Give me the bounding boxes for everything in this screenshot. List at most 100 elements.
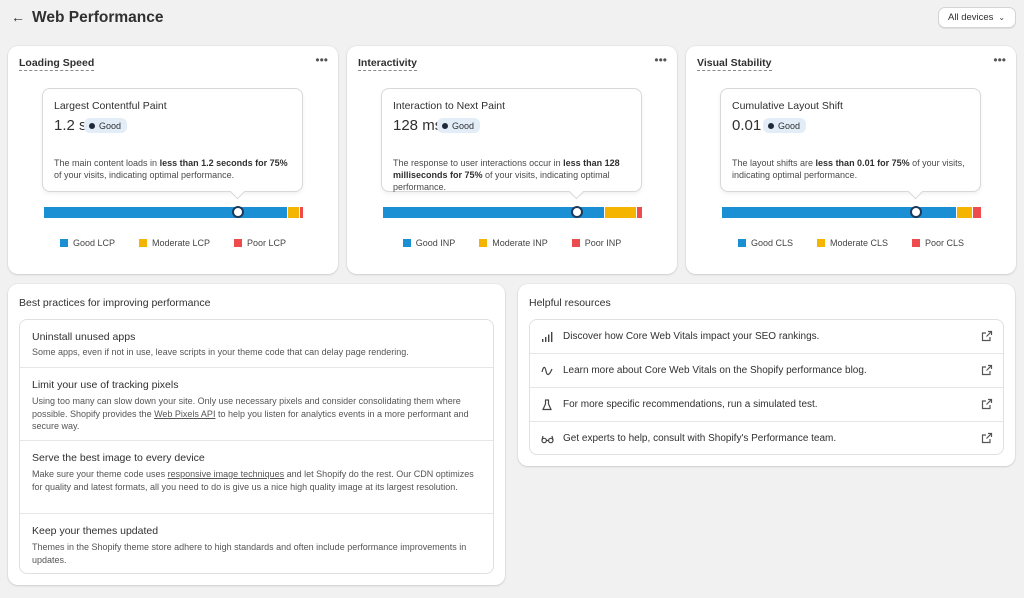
status-badge-label: Good	[99, 120, 122, 131]
responsive-image-link[interactable]: responsive image techniques	[167, 469, 285, 479]
bar-segment-good	[383, 207, 604, 218]
metric-value: 128 ms	[393, 117, 443, 134]
desc-text: The response to user interactions occur …	[393, 158, 564, 168]
resource-text-pre: Get experts to help,	[563, 433, 654, 444]
legend-label: Good CLS	[750, 238, 793, 248]
practice-item: Keep your themes updated Themes in the S…	[20, 514, 493, 573]
legend-label: Moderate LCP	[151, 238, 211, 248]
more-options-icon[interactable]: •••	[315, 53, 328, 67]
practice-desc: Make sure your theme code uses responsiv…	[32, 468, 478, 493]
legend-label: Poor LCP	[247, 238, 287, 248]
bar-segment-gap	[287, 207, 289, 218]
legend-label: Poor CLS	[925, 238, 965, 248]
device-selector-label: All devices	[948, 12, 994, 23]
flask-icon	[540, 398, 554, 412]
legend-swatch	[737, 239, 746, 247]
legend-swatch	[59, 239, 68, 247]
practice-title: Uninstall unused apps	[32, 331, 136, 343]
metric-description: The layout shifts are less than 0.01 for…	[732, 157, 972, 181]
status-dot-icon	[442, 122, 448, 129]
legend-swatch	[479, 239, 488, 247]
web-pixels-api-link[interactable]: Web Pixels API	[154, 408, 216, 419]
legend-label: Good LCP	[72, 238, 115, 248]
practice-item: Serve the best image to every device Mak…	[20, 441, 493, 514]
helpful-resources-card: Helpful resources Discover how Core Web …	[518, 284, 1015, 466]
bar-segment-gap	[972, 207, 974, 218]
resource-text-pre: Learn more about	[563, 365, 645, 376]
metric-description: The response to user interactions occur …	[393, 157, 633, 193]
desc-text: The main content loads in	[54, 158, 160, 168]
legend-swatch	[402, 239, 411, 247]
metric-tooltip: Cumulative Layout Shift 0.01 Good The la…	[720, 88, 981, 192]
distribution-bar	[383, 206, 642, 218]
bar-segment-gap	[955, 207, 957, 218]
bar-segment-gap	[603, 207, 605, 218]
practice-item: Uninstall unused apps Some apps, even if…	[20, 320, 493, 368]
glasses-icon	[540, 432, 554, 446]
resource-text-strong: Core Web Vitals impact your SEO rankings…	[625, 331, 820, 342]
page-title: Web Performance	[32, 9, 164, 26]
legend-good: Good INP	[402, 238, 455, 248]
metric-card-title[interactable]: Interactivity	[358, 57, 417, 71]
external-link-icon[interactable]	[981, 398, 995, 412]
external-link-icon[interactable]	[981, 330, 995, 344]
more-options-icon[interactable]: •••	[993, 53, 1006, 67]
legend-swatch	[571, 239, 580, 247]
bar-segment-moderate	[288, 207, 300, 218]
legend-swatch	[816, 239, 825, 247]
more-options-icon[interactable]: •••	[654, 53, 667, 67]
metric-card-visual-stability: Visual Stability ••• Cumulative Layout S…	[686, 46, 1016, 274]
metric-card-title[interactable]: Visual Stability	[697, 57, 772, 71]
legend-poor: Poor INP	[571, 238, 622, 248]
bar-segment-poor	[636, 207, 642, 218]
metric-tooltip: Interaction to Next Paint 128 ms Good Th…	[381, 88, 642, 192]
external-link-icon[interactable]	[981, 364, 995, 378]
status-dot-icon	[768, 122, 774, 129]
resource-item-simulated-test[interactable]: For more specific recommendations, run a…	[530, 388, 1003, 422]
status-dot-icon	[89, 122, 95, 129]
resource-item-seo[interactable]: Discover how Core Web Vitals impact your…	[530, 320, 1003, 354]
resource-text-strong: run a simulated test.	[727, 399, 818, 410]
desc-text: of your visits, indicating optimal perfo…	[732, 158, 965, 180]
metric-name: Largest Contentful Paint	[54, 100, 167, 112]
status-badge: Good	[763, 118, 807, 133]
practice-title: Limit your use of tracking pixels	[32, 379, 179, 391]
practice-desc-text: to help you listen for analytics events …	[32, 408, 469, 432]
practice-desc: Using too many can slow down your site. …	[32, 395, 478, 433]
device-selector[interactable]: All devices ⌄	[938, 7, 1016, 28]
resource-item-blog[interactable]: Learn more about Core Web Vitals on the …	[530, 354, 1003, 388]
resource-text-pre: Discover how	[563, 331, 626, 342]
legend-label: Moderate CLS	[829, 238, 889, 248]
status-badge: Good	[84, 118, 128, 133]
legend-label: Moderate INP	[492, 238, 548, 248]
best-practices-list: Uninstall unused apps Some apps, even if…	[19, 319, 494, 574]
wave-icon	[540, 364, 554, 378]
legend-poor: Poor LCP	[234, 238, 286, 248]
resource-item-experts[interactable]: Get experts to help, consult with Shopif…	[530, 422, 1003, 456]
resource-text: Get experts to help, consult with Shopif…	[563, 433, 836, 444]
external-link-icon[interactable]	[981, 432, 995, 446]
practice-desc: Some apps, even if not in use, leave scr…	[32, 347, 409, 357]
metric-description: The main content loads in less than 1.2 …	[54, 157, 294, 181]
practice-title: Serve the best image to every device	[32, 452, 205, 464]
p75-marker	[910, 206, 923, 218]
status-badge: Good	[437, 118, 481, 133]
metric-card-title[interactable]: Loading Speed	[19, 57, 95, 71]
metric-card-loading-speed: Loading Speed ••• Largest Contentful Pai…	[8, 46, 338, 274]
metric-name: Cumulative Layout Shift	[732, 100, 843, 112]
legend-label: Poor INP	[584, 238, 622, 248]
back-arrow-icon[interactable]: ←	[11, 9, 25, 25]
status-badge-label: Good	[778, 120, 801, 131]
bar-segment-good	[44, 207, 288, 218]
bar-segment-gap	[635, 207, 637, 218]
resource-text: For more specific recommendations, run a…	[563, 399, 818, 410]
bar-segment-good	[722, 207, 956, 218]
distribution-bar	[44, 206, 303, 218]
legend-swatch	[234, 239, 243, 247]
chevron-down-icon: ⌄	[998, 13, 1006, 22]
desc-text: of your visits, indicating optimal perfo…	[54, 170, 235, 180]
bar-segment-moderate	[956, 207, 973, 218]
resource-text: Learn more about Core Web Vitals on the …	[563, 365, 867, 376]
bar-chart-icon	[540, 330, 554, 344]
metric-name: Interaction to Next Paint	[393, 100, 506, 112]
